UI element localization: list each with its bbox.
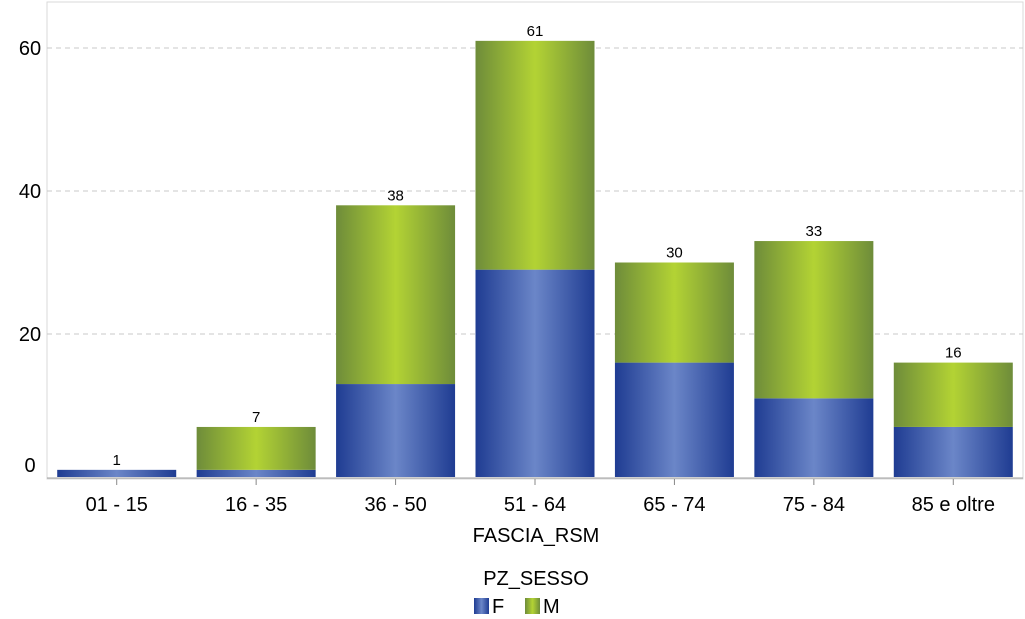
legend-label-F: F [492,596,504,618]
bar-F-6 [893,426,1013,477]
bar-F-3 [475,269,595,477]
data-label: 16 [945,345,962,362]
legend-label-M: M [543,596,560,618]
x-tick-label: 51 - 64 [504,494,566,516]
data-label: 1 [113,452,121,469]
legend-swatch-F [474,598,489,614]
bars: 1 7 38 61 30 33 16 [57,23,1013,477]
x-axis-ticks: 01 - 15 16 - 35 36 - 50 51 - 64 65 - 74 75 - … [47,477,1023,516]
x-axis-title: FASCIA_RSM [473,525,600,547]
y-tick-label: 0 [24,455,35,477]
x-tick-label: 75 - 84 [783,494,845,516]
x-tick-label: 16 - 35 [225,494,287,516]
bar-M-5 [754,241,874,399]
bar-M-2 [336,205,456,385]
y-tick-label: 60 [19,38,41,60]
bar-F-2 [336,384,456,477]
bar-F-4 [614,362,734,477]
bar-F-5 [754,398,874,477]
legend-swatch-M [525,598,540,614]
y-tick-label: 20 [19,324,41,346]
data-label: 33 [806,223,823,240]
data-label: 38 [387,187,404,204]
x-tick-label: 85 e oltre [912,494,995,516]
bar-F-1 [196,469,316,477]
x-tick-label: 01 - 15 [86,494,148,516]
legend-title: PZ_SESSO [483,568,589,590]
data-label: 30 [666,245,683,262]
data-label: 7 [252,409,260,426]
y-axis-ticks: 0 20 40 60 [19,38,41,477]
bar-M-4 [614,262,734,363]
bar-M-3 [475,40,595,270]
y-tick-label: 40 [19,181,41,203]
data-label: 61 [527,23,544,40]
bar-M-6 [893,362,1013,427]
bar-M-1 [196,426,316,470]
x-tick-label: 65 - 74 [643,494,705,516]
x-tick-label: 36 - 50 [364,494,426,516]
bar-F-0 [57,469,177,477]
